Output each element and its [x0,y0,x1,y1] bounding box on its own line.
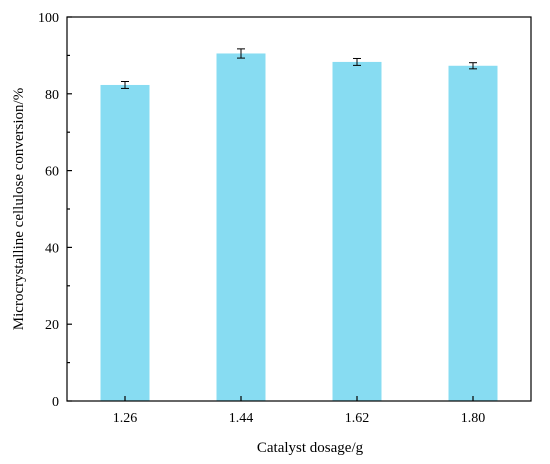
bar [332,61,382,401]
x-tick-label: 1.62 [345,411,370,426]
x-tick-label: 1.26 [113,411,138,426]
y-tick-label: 40 [45,241,59,256]
bar [448,65,498,401]
x-axis-title: Catalyst dosage/g [257,440,364,456]
y-tick-label: 60 [45,165,59,180]
y-tick-label: 100 [38,11,59,26]
bar [216,53,266,401]
plot-area: 0 20 40 60 80 100 1.26 1.44 1.62 1.80 [38,11,532,426]
y-tick-label: 20 [45,318,59,333]
y-axis-title: Microcrystalline cellulose conversion/% [11,88,27,330]
x-tick-label: 1.44 [229,411,254,426]
y-tick-label: 80 [45,88,59,103]
bar [100,84,150,401]
y-tick-label: 0 [52,395,59,410]
x-tick-label: 1.80 [461,411,486,426]
